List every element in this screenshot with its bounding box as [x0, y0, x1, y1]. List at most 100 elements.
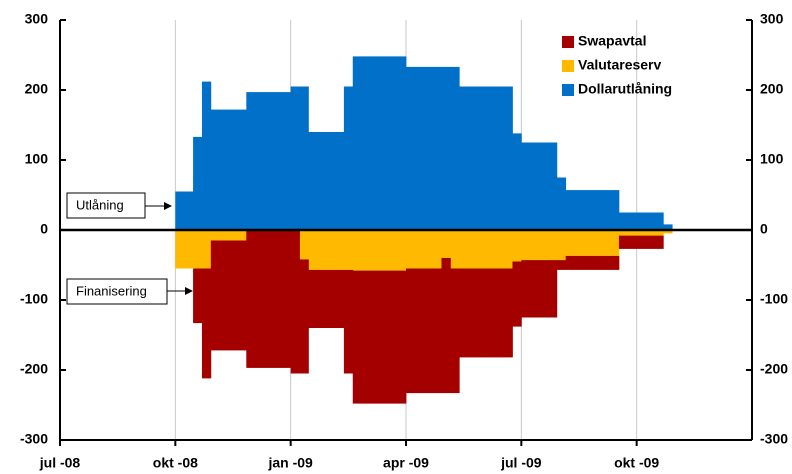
bar: [361, 270, 371, 404]
bar: [219, 230, 229, 241]
bar: [485, 268, 496, 358]
bar: [388, 230, 398, 271]
bar: [379, 230, 389, 271]
bar: [459, 268, 469, 358]
bar: [406, 66, 416, 231]
bar: [618, 230, 629, 236]
bar: [574, 255, 584, 270]
bar: [494, 230, 504, 269]
arrow-head: [185, 287, 193, 295]
axes: [59, 19, 753, 446]
bar: [219, 109, 229, 230]
bar: [210, 240, 221, 351]
bar: [228, 109, 238, 230]
y2-tick-label: -300: [760, 431, 788, 447]
bar: [414, 230, 425, 269]
bar: [530, 142, 540, 230]
y-tick-label: -300: [20, 431, 48, 447]
bar: [583, 230, 593, 256]
legend-swatch: [562, 36, 574, 48]
bar: [512, 230, 522, 262]
bar: [565, 230, 575, 256]
bar: [601, 230, 611, 256]
bar: [539, 230, 549, 261]
bar: [308, 269, 318, 328]
bar: [406, 268, 416, 394]
bar: [494, 86, 504, 230]
bar: [201, 81, 212, 230]
bar: [423, 66, 434, 231]
bar: [530, 260, 540, 318]
bar: [281, 230, 292, 368]
bar: [335, 269, 345, 328]
arrow-head: [164, 202, 172, 210]
bar: [379, 56, 389, 231]
y-tick-label: 300: [25, 11, 49, 27]
legend-label: Swapavtal: [578, 33, 646, 49]
bar: [663, 230, 673, 234]
bar: [414, 268, 425, 394]
bar: [184, 230, 194, 269]
bar: [521, 142, 531, 230]
bar: [627, 230, 638, 236]
bar: [317, 132, 327, 230]
y2-tick-label: 300: [760, 11, 784, 27]
bar: [441, 258, 451, 394]
bar: [547, 142, 558, 230]
bar: [627, 212, 638, 230]
x-tick-label: jul -09: [500, 455, 542, 471]
bar: [299, 86, 309, 230]
bar: [388, 270, 398, 404]
bar: [432, 66, 442, 231]
bar: [450, 230, 460, 269]
bar: [512, 133, 522, 230]
bar: [219, 240, 229, 351]
bar: [308, 230, 318, 270]
bar: [636, 230, 646, 236]
bar: [308, 132, 318, 230]
bar: [636, 212, 646, 230]
bar: [645, 235, 655, 249]
x-tick-label: okt -09: [614, 455, 659, 471]
bar: [281, 92, 292, 230]
bar: [556, 230, 567, 261]
bar: [618, 212, 629, 230]
y2-tick-label: 200: [760, 81, 784, 97]
bar: [583, 255, 593, 270]
bar: [397, 56, 407, 231]
bar: [397, 230, 407, 271]
bar: [406, 230, 416, 269]
bar: [423, 268, 434, 394]
bar: [361, 56, 371, 231]
bar: [290, 230, 300, 374]
bar: [264, 92, 274, 230]
bar: [326, 269, 336, 328]
bar: [601, 190, 611, 230]
bar: [228, 240, 238, 351]
annotation: Utlåning: [76, 197, 124, 212]
bar: [547, 230, 558, 261]
bar: [450, 66, 460, 231]
bar: [423, 230, 434, 269]
bar: [485, 230, 496, 269]
bar: [246, 230, 256, 368]
x-tick-label: apr -09: [383, 455, 429, 471]
bar: [193, 136, 203, 230]
bar: [317, 269, 327, 328]
y2-tick-label: -100: [760, 291, 788, 307]
bar: [352, 270, 363, 404]
bar: [654, 235, 664, 249]
bar: [237, 109, 247, 230]
bar: [645, 212, 655, 230]
x-tick-label: jan -09: [267, 455, 313, 471]
legend-swatch: [562, 84, 574, 96]
bar: [352, 56, 363, 231]
bar: [592, 255, 602, 270]
bar: [521, 230, 531, 261]
bars: [59, 20, 673, 440]
bar: [184, 191, 194, 230]
bar: [343, 230, 354, 270]
bar: [370, 270, 380, 404]
